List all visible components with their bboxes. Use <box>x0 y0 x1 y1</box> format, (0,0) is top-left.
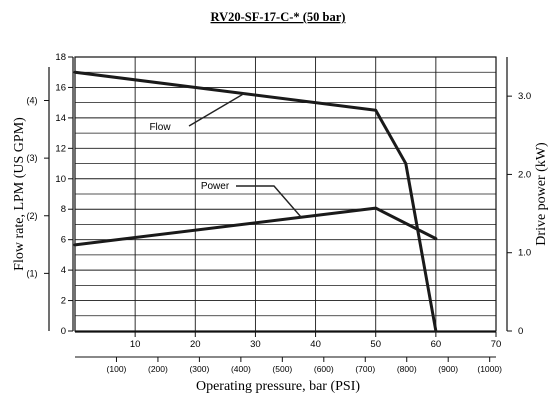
psi-tick-label: (100) <box>107 364 127 374</box>
x-tick-label: 60 <box>431 339 442 350</box>
psi-tick-label: (1000) <box>477 364 502 374</box>
psi-tick-label: (400) <box>231 364 251 374</box>
y-left-tick-label: 6 <box>61 235 66 246</box>
psi-tick-label: (700) <box>355 364 375 374</box>
right-axis-title: Drive power (kW) <box>534 142 549 246</box>
psi-tick-label: (800) <box>397 364 417 374</box>
y-left-tick-label: 12 <box>55 143 66 154</box>
y-left-tick-label: 10 <box>55 174 66 185</box>
grid-group <box>75 57 496 331</box>
power-series-label: Power <box>201 181 230 192</box>
y-left-secondary-tick-label: (2) <box>27 211 38 221</box>
flow-series-label: Flow <box>149 122 171 133</box>
y-right-tick-label: 2.0 <box>518 169 531 180</box>
psi-tick-label: (900) <box>438 364 458 374</box>
y-left-tick-label: 16 <box>55 82 66 93</box>
x-tick-label: 70 <box>491 339 502 350</box>
x-tick-label: 20 <box>190 339 201 350</box>
y-left-tick-label: 4 <box>61 265 66 276</box>
x-axis-title: Operating pressure, bar (PSI) <box>196 379 360 394</box>
y-left-secondary-tick-label: (1) <box>27 268 38 278</box>
psi-tick-label: (300) <box>189 364 209 374</box>
psi-tick-label: (200) <box>148 364 168 374</box>
y-left-tick-label: 18 <box>55 52 66 63</box>
series-group <box>73 70 438 333</box>
psi-tick-label: (600) <box>314 364 334 374</box>
y-left-tick-label: 2 <box>61 296 66 307</box>
flow-leader-line <box>188 92 246 127</box>
axis-group <box>44 56 512 362</box>
x-tick-label: 50 <box>370 339 381 350</box>
y-left-secondary-tick-label: (3) <box>27 153 38 163</box>
y-right-tick-label: 3.0 <box>518 91 531 102</box>
y-left-tick-label: 14 <box>55 113 66 124</box>
y-right-tick-label: 0 <box>518 326 523 337</box>
psi-tick-label: (500) <box>272 364 292 374</box>
flow-series-line <box>73 70 438 333</box>
x-tick-label: 30 <box>250 339 261 350</box>
y-left-secondary-tick-label: (4) <box>27 96 38 106</box>
x-tick-label: 10 <box>130 339 141 350</box>
x-tick-label: 40 <box>310 339 321 350</box>
chart-title: RV20-SF-17-C-* (50 bar) <box>211 10 346 24</box>
left-axis-title: Flow rate, LPM (US GPM) <box>12 117 27 271</box>
power-leader-line <box>236 185 302 218</box>
y-right-tick-label: 1.0 <box>518 248 531 259</box>
label-group: 0 2 4 6 8 10 12 14 16 18 (1) (2) (3) (4) 0 1.0 2.0 3.0 10 2… <box>12 52 549 394</box>
y-left-tick-label: 0 <box>61 326 66 337</box>
y-left-tick-label: 8 <box>61 204 66 215</box>
